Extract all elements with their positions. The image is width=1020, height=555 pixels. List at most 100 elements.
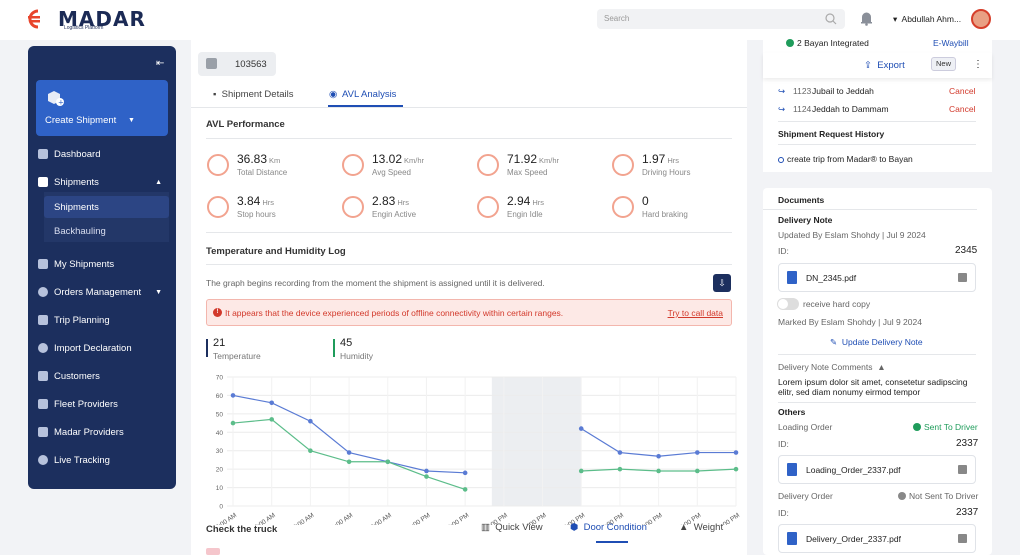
- data-point-humidity: [733, 466, 739, 472]
- call-data-link[interactable]: Try to call data: [667, 308, 723, 318]
- new-badge[interactable]: New: [931, 57, 956, 71]
- cancel-trip-button[interactable]: Cancel: [949, 104, 976, 114]
- export-button[interactable]: ⇪ Export: [864, 60, 905, 71]
- loading-id: 2337: [956, 438, 979, 449]
- metric-2: 71.92 Km/hr Max Speed: [477, 152, 607, 184]
- y-tick-label: 50: [216, 411, 224, 418]
- data-point-humidity: [346, 459, 352, 465]
- avatar[interactable]: [971, 9, 991, 29]
- receive-hard-copy-toggle[interactable]: [777, 298, 799, 310]
- tab-door-condition[interactable]: ⬢ Door Condition: [570, 522, 647, 533]
- data-point-humidity: [385, 459, 391, 465]
- sidebar-item-madar-providers[interactable]: Madar Providers: [28, 421, 176, 443]
- data-point-humidity: [308, 448, 313, 454]
- download-icon[interactable]: ⇩: [713, 274, 731, 292]
- x-tick-label: 02:00 PM: [443, 512, 470, 525]
- documents-panel: Documents Delivery Note Updated By Eslam…: [763, 188, 992, 555]
- metric-label: Avg Speed: [372, 168, 411, 177]
- trip-route[interactable]: Jeddah to Dammam: [812, 104, 889, 114]
- sidebar-item-live-tracking[interactable]: Live Tracking: [28, 449, 176, 471]
- sidebar-subitem-shipments[interactable]: Shipments: [44, 196, 169, 218]
- update-note-link[interactable]: ✎ Update Delivery Note: [830, 337, 923, 347]
- data-point-humidity: [656, 468, 661, 474]
- sidebar-item-dashboard[interactable]: Dashboard: [28, 143, 176, 165]
- more-options-icon[interactable]: ⋮: [973, 59, 983, 70]
- data-point-humidity: [617, 466, 623, 472]
- comments-toggle[interactable]: Delivery Note Comments ▲: [778, 362, 886, 372]
- active-tab-indicator: [328, 105, 403, 107]
- file-dn-2345[interactable]: DN_2345.pdf: [778, 263, 976, 292]
- tab-weight[interactable]: ▲ Weight: [679, 522, 724, 533]
- metric-value: 2.94 Hrs: [507, 194, 545, 208]
- offline-range: [491, 377, 582, 506]
- metric-6: 2.94 Hrs Engin Idle: [477, 194, 607, 226]
- divider: [206, 138, 732, 139]
- tab-avl-analysis[interactable]: ◉ AVL Analysis: [329, 89, 397, 100]
- trip-route[interactable]: Jubail to Jeddah: [812, 86, 874, 96]
- delivery-status: Not Sent To Driver: [898, 491, 978, 501]
- updated-by: Updated By Eslam Shohdy | Jul 9 2024: [778, 230, 926, 240]
- export-bar: ⇪ Export ⋮: [763, 53, 992, 78]
- bell-icon[interactable]: [860, 11, 873, 26]
- metric-3: 1.97 Hrs Driving Hours: [612, 152, 742, 184]
- data-point-humidity: [462, 487, 468, 492]
- ewaybill-link[interactable]: E-Waybill: [933, 38, 969, 48]
- data-point-temperature: [462, 470, 468, 476]
- download-icon[interactable]: [958, 273, 967, 282]
- engine-icon: [342, 196, 364, 218]
- download-icon[interactable]: [958, 534, 967, 543]
- location-icon: [38, 455, 48, 465]
- metric-1: 13.02 Km/hr Avg Speed: [342, 152, 472, 184]
- search-icon: [825, 13, 837, 25]
- sidebar-item-orders-management[interactable]: Orders Management ▼: [28, 281, 176, 303]
- metric-5: 2.83 Hrs Engin Active: [342, 194, 472, 226]
- sidebar-item-shipments[interactable]: Shipments ▲: [28, 171, 176, 193]
- stop-icon: [207, 196, 229, 218]
- main-panel: 103563 ▪ Shipment Details ◉ AVL Analysis…: [191, 40, 747, 555]
- sidebar-item-import-declaration[interactable]: Import Declaration: [28, 337, 176, 359]
- y-tick-label: 0: [219, 504, 223, 511]
- offline-alert: ! It appears that the device experienced…: [206, 299, 732, 326]
- sidebar-item-customers[interactable]: Customers: [28, 365, 176, 387]
- id-label: ID:: [778, 508, 789, 518]
- globe-icon: [38, 343, 48, 353]
- delivery-note-title: Delivery Note: [778, 215, 833, 225]
- shipment-actions-panel: 2 Bayan Integrated E-Waybill ⇪ Export ⋮ …: [763, 38, 992, 172]
- truck-icon: [38, 427, 48, 437]
- metric-value: 13.02 Km/hr: [372, 152, 425, 166]
- data-point-temperature: [733, 450, 739, 455]
- create-shipment-button[interactable]: + Create Shipment ▼: [36, 80, 168, 136]
- download-icon[interactable]: [958, 465, 967, 474]
- speedometer-icon: [477, 154, 499, 176]
- tab-shipment-details[interactable]: ▪ Shipment Details: [213, 89, 294, 100]
- orders-icon: [38, 287, 48, 297]
- metric-label: Engin Idle: [507, 210, 543, 219]
- truck-icon: [38, 399, 48, 409]
- sidebar-item-trip-planning[interactable]: Trip Planning: [28, 309, 176, 331]
- file-loading-order[interactable]: Loading_Order_2337.pdf: [778, 455, 976, 484]
- x-tick-label: 10:00 AM: [289, 512, 316, 525]
- collapse-sidebar-icon[interactable]: ⇤: [156, 58, 165, 69]
- data-point-temperature: [230, 393, 236, 398]
- check-circle-icon: [913, 423, 921, 431]
- brake-icon: [612, 196, 634, 218]
- data-point-temperature: [269, 400, 274, 406]
- file-icon: [787, 463, 797, 476]
- id-label: ID:: [778, 246, 789, 256]
- chevron-down-icon: ▼: [128, 117, 135, 124]
- logo[interactable]: MADAR Logistics Platform: [26, 8, 146, 31]
- x-tick-label: 12:00 AM: [366, 512, 393, 525]
- sidebar-subitem-backhauling[interactable]: Backhauling: [54, 225, 106, 237]
- box-icon: [38, 259, 48, 269]
- data-point-humidity: [230, 420, 236, 426]
- delivery-order-id: 2337: [956, 507, 979, 518]
- sidebar-item-fleet-providers[interactable]: Fleet Providers: [28, 393, 176, 415]
- search-input[interactable]: Search: [597, 9, 845, 29]
- data-point-temperature: [578, 426, 584, 431]
- user-menu[interactable]: ▾ Abdullah Ahm...: [893, 14, 962, 24]
- file-delivery-order[interactable]: Delivery_Order_2337.pdf: [778, 524, 976, 553]
- cancel-trip-button[interactable]: Cancel: [949, 86, 976, 96]
- tab-quick-view[interactable]: ▥ Quick View: [481, 522, 543, 533]
- sidebar-item-my-shipments[interactable]: My Shipments: [28, 253, 176, 275]
